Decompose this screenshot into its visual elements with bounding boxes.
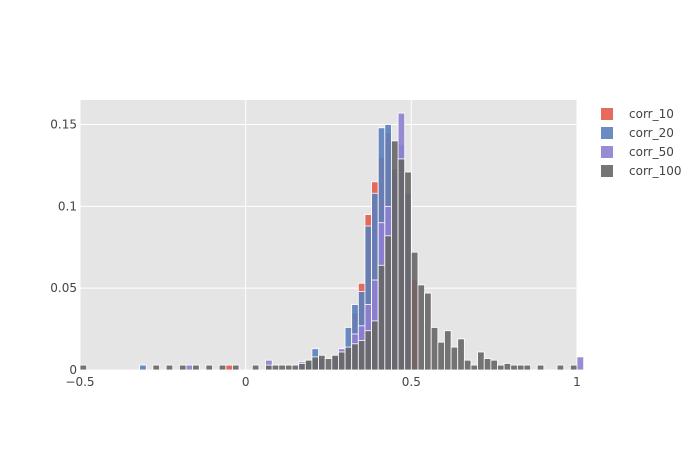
histogram-bars [79,112,585,371]
bar-corr_100 [351,343,359,371]
bar-corr_100 [417,284,425,371]
bar-corr_100 [430,327,439,371]
bar-corr_100 [285,364,293,371]
bar-corr_100 [79,364,88,371]
bar-corr_100 [410,251,419,371]
bar-corr_100 [556,364,565,371]
legend-swatch [601,146,613,158]
bar-corr_100 [152,364,160,371]
bar-corr_100 [450,346,459,371]
bar-corr_100 [205,364,213,371]
legend-swatch [601,165,613,177]
y-tick-label: 0 [69,363,77,377]
x-tick-label: 0.5 [402,375,421,389]
bar-corr_100 [232,364,240,371]
bar-corr_100 [503,363,512,371]
bar-corr_100 [271,364,280,371]
legend-swatch [601,108,613,120]
y-axis-tick-labels: 0 0.05 0.1 0.15 [50,118,77,377]
bar-corr_100 [510,364,518,371]
bar-corr_100 [324,358,333,371]
bar-corr_100 [291,364,300,371]
bar-corr_20 [139,364,147,371]
plot-background [80,100,577,370]
bar-corr_100 [490,359,498,371]
x-tick-label: 0 [242,375,250,389]
bar-corr_100 [516,364,525,371]
legend[interactable]: corr_10 corr_20 corr_50 corr_100 [601,107,682,178]
bar-corr_100 [483,358,492,371]
bar-corr_100 [178,364,187,371]
bar-corr_50 [185,364,194,371]
legend-label: corr_100 [629,164,682,178]
bar-corr_100 [497,364,505,371]
bar-corr_100 [218,364,227,371]
bar-corr_100 [444,330,452,371]
legend-label: corr_50 [629,145,674,159]
bar-corr_50 [576,356,585,371]
bar-corr_100 [311,356,319,371]
bar-corr_100 [278,364,286,371]
bar-corr_100 [338,351,346,371]
bar-corr_10 [225,364,233,371]
bar-corr_100 [331,354,339,371]
bar-corr_100 [424,292,432,371]
bar-corr_100 [298,363,306,371]
legend-swatch [601,127,613,139]
bar-corr_100 [391,140,399,371]
bar-corr_100 [523,364,532,371]
bar-corr_100 [357,340,366,371]
bar-corr_100 [397,158,406,371]
x-axis-tick-labels: −0.5 0 0.5 1 [65,375,580,389]
bar-corr_100 [384,235,392,371]
legend-item-corr_20[interactable]: corr_20 [601,126,674,140]
bar-corr_100 [477,351,485,371]
bar-corr_100 [251,364,260,371]
bar-corr_100 [536,364,545,371]
y-tick-label: 0.15 [50,118,77,132]
bar-corr_100 [463,359,472,371]
bar-corr_100 [344,346,353,371]
legend-label: corr_10 [629,107,674,121]
y-tick-label: 0.05 [50,281,77,295]
bar-corr_100 [377,264,386,371]
y-tick-label: 0.1 [58,199,77,213]
bar-corr_100 [569,364,578,371]
x-tick-label: −0.5 [65,375,94,389]
bar-corr_100 [304,359,313,371]
bar-corr_100 [192,364,200,371]
bar-corr_100 [404,171,412,371]
legend-label: corr_20 [629,126,674,140]
x-tick-label: 1 [573,375,581,389]
bar-corr_100 [470,364,478,371]
bar-corr_100 [265,364,273,371]
series-corr_100 [79,140,578,371]
legend-item-corr_10[interactable]: corr_10 [601,107,674,121]
bar-corr_100 [165,364,174,371]
bar-corr_100 [371,320,379,371]
bar-corr_100 [457,338,465,371]
bar-corr_100 [364,330,372,371]
legend-item-corr_100[interactable]: corr_100 [601,164,682,178]
legend-item-corr_50[interactable]: corr_50 [601,145,674,159]
bar-corr_100 [437,341,445,371]
bar-corr_100 [318,354,326,371]
